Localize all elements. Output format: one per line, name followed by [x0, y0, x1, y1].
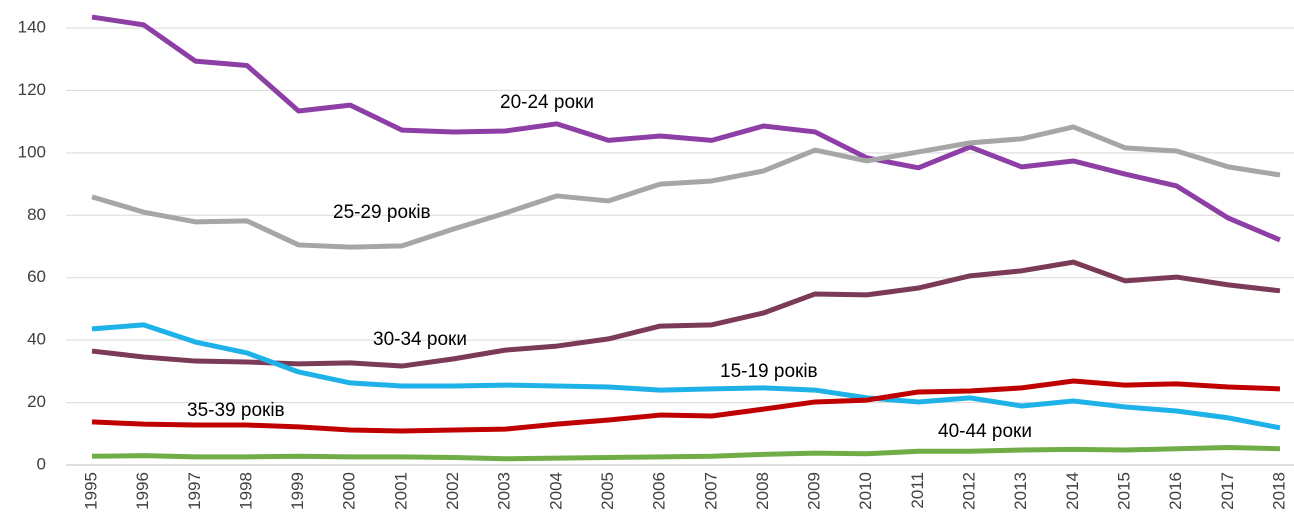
y-tick-label: 0 — [37, 454, 46, 473]
x-tick-label: 2011 — [908, 472, 927, 509]
x-tick-label: 2008 — [753, 472, 772, 510]
x-tick-label: 2000 — [340, 472, 359, 510]
series-label: 20-24 роки — [500, 92, 594, 113]
x-tick-label: 2004 — [546, 472, 565, 510]
x-tick-label: 1999 — [288, 472, 307, 510]
series-line — [91, 14, 1281, 243]
series-label: 15-19 років — [720, 361, 818, 382]
x-tick-label: 2002 — [443, 472, 462, 510]
x-tick-label: 2005 — [598, 472, 617, 510]
x-tick-label: 2013 — [1011, 472, 1030, 510]
x-tick-label: 2009 — [805, 472, 824, 510]
x-tick-label: 1996 — [133, 472, 152, 510]
series-line — [91, 378, 1281, 434]
x-tick-label: 1998 — [236, 472, 255, 510]
series-label: 30-34 роки — [373, 329, 467, 350]
x-tick-label: 1995 — [81, 472, 100, 510]
y-tick-label: 140 — [18, 17, 46, 36]
x-tick-label: 2015 — [1114, 472, 1133, 510]
x-tick-label: 2016 — [1166, 472, 1185, 510]
series-line — [91, 259, 1281, 369]
x-tick-label: 2007 — [701, 472, 720, 510]
series-label: 35-39 років — [187, 400, 285, 421]
y-tick-label: 80 — [27, 205, 46, 224]
x-tick-label: 1997 — [185, 472, 204, 510]
series-line — [91, 322, 1281, 431]
y-tick-label: 100 — [18, 142, 46, 161]
series-line — [91, 124, 1281, 250]
x-tick-label: 2001 — [391, 472, 410, 510]
x-tick-label: 2017 — [1218, 472, 1237, 510]
y-tick-label: 40 — [27, 330, 46, 349]
y-tick-label: 120 — [18, 80, 46, 99]
x-tick-label: 2018 — [1269, 472, 1288, 510]
series-line — [91, 445, 1281, 462]
series-label: 25-29 років — [333, 202, 431, 223]
y-tick-label: 20 — [27, 392, 46, 411]
series-label: 40-44 роки — [938, 421, 1032, 442]
x-tick-label: 2003 — [495, 472, 514, 510]
x-tick-label: 2006 — [650, 472, 669, 510]
x-tick-label: 2010 — [856, 472, 875, 510]
x-tick-label: 2012 — [960, 472, 979, 510]
x-tick-label: 2014 — [1063, 472, 1082, 510]
y-tick-label: 60 — [27, 267, 46, 286]
